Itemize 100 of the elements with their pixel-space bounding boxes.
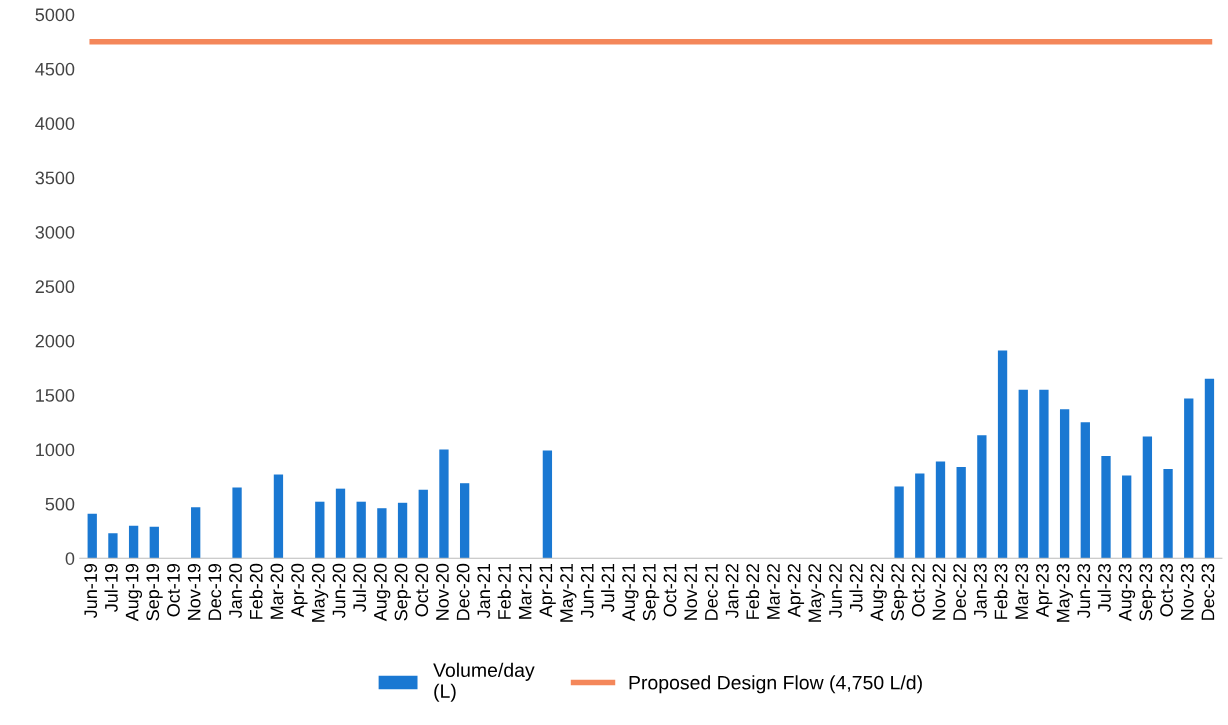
x-tick-label: Jul-22	[849, 564, 863, 612]
bar	[915, 473, 925, 559]
x-tick-label: Aug-19	[125, 563, 143, 622]
x-tick-label: Feb-21	[497, 563, 511, 619]
x-tick-label: Nov-21	[684, 563, 698, 620]
bar	[542, 450, 553, 559]
bar	[1163, 469, 1173, 559]
y-tick-label: 500	[45, 497, 75, 511]
y-tick-label: 4000	[35, 117, 75, 130]
bar	[377, 508, 387, 559]
bar	[1018, 389, 1028, 559]
x-tick-label: Feb-23	[994, 563, 1008, 619]
x-tick-label: Oct-22	[911, 564, 925, 617]
x-tick-label: Nov-20	[436, 563, 449, 620]
bar	[128, 525, 139, 559]
x-tick-label: Mar-22	[767, 564, 780, 619]
x-tick-label: Feb-20	[249, 563, 263, 619]
y-tick-label: 1000	[36, 443, 75, 457]
bar	[1059, 409, 1070, 559]
bar	[108, 533, 118, 559]
x-tick-label: Oct-21	[663, 563, 677, 617]
x-tick-label: May-23	[1056, 563, 1074, 622]
legend-label: Proposed Design Flow (4,750 L/d)	[629, 675, 922, 694]
x-tick-label: May-22	[808, 564, 825, 622]
x-tick-label: Aug-23	[1118, 563, 1136, 622]
bar	[977, 435, 987, 559]
x-tick-label: Jan-23	[973, 563, 987, 619]
bar	[87, 513, 97, 559]
bar	[1204, 378, 1215, 559]
x-tick-label: Nov-22	[932, 564, 946, 620]
x-tick-label: Oct-19	[167, 563, 180, 617]
bar	[356, 501, 366, 559]
x-tick-label: Sep-22	[891, 564, 908, 621]
bar	[1080, 422, 1090, 559]
x-tick-label: Jun-21	[580, 563, 594, 619]
y-tick-label: 3500	[35, 171, 75, 185]
x-tick-label: Feb-22	[745, 564, 760, 619]
x-tick-label: Mar-20	[270, 563, 284, 619]
x-tick-label: Jan-22	[725, 564, 739, 619]
bar	[459, 483, 470, 559]
bar	[1122, 475, 1132, 559]
x-tick-label: Apr-22	[787, 564, 805, 618]
x-tick-label: Oct-23	[1160, 563, 1173, 617]
x-tick-label: Jan-20	[229, 563, 242, 619]
x-tick-label: Jun-23	[1077, 563, 1091, 619]
x-tick-label: Nov-23	[1180, 563, 1194, 620]
bar	[315, 501, 325, 559]
bar	[397, 502, 408, 559]
bar	[273, 474, 284, 559]
legend-label: Volume/day (L)	[433, 662, 535, 702]
bar	[935, 461, 946, 559]
bar	[439, 449, 449, 559]
bar	[956, 466, 966, 559]
x-tick-label: May-20	[311, 563, 329, 622]
x-tick-label: Jun-19	[84, 563, 98, 619]
x-tick-label: Dec-19	[208, 563, 222, 620]
x-tick-label: Sep-23	[1139, 563, 1156, 621]
bar	[1184, 398, 1194, 559]
x-tick-label: Jun-22	[829, 564, 842, 619]
x-tick-label: Jul-21	[601, 563, 615, 612]
x-tick-label: Mar-21	[518, 563, 532, 619]
bar	[418, 489, 428, 559]
x-tick-label: Jun-20	[332, 563, 346, 619]
bar	[1039, 389, 1049, 559]
x-tick-label: Apr-23	[1035, 563, 1053, 618]
x-tick-label: Aug-20	[373, 563, 391, 622]
bar	[1101, 456, 1111, 559]
x-tick-label: Sep-19	[146, 563, 163, 621]
bar	[894, 486, 904, 559]
x-tick-label: Jul-23	[1097, 563, 1111, 612]
x-tick-label: Mar-23	[1015, 563, 1029, 619]
x-tick-label: Nov-19	[187, 563, 201, 620]
bar	[232, 487, 242, 559]
y-tick-label: 3000	[35, 225, 75, 239]
x-tick-label: Jul-19	[104, 563, 118, 612]
y-tick-label: 2000	[35, 334, 75, 348]
x-tick-label: Jul-20	[352, 563, 367, 612]
bar	[335, 488, 346, 559]
y-tick-label: 4500	[35, 62, 75, 76]
x-tick-label: Aug-22	[870, 564, 887, 622]
bar	[191, 507, 201, 559]
x-tick-label: Dec-22	[953, 564, 967, 620]
bar	[997, 350, 1008, 559]
x-tick-label: Sep-21	[642, 563, 660, 621]
bar	[149, 526, 159, 559]
x-tick-label: May-21	[560, 563, 577, 622]
y-tick-label: 2500	[35, 280, 75, 294]
bar	[1142, 436, 1153, 559]
x-tick-label: Dec-23	[1201, 563, 1215, 620]
y-tick-label: 0	[65, 552, 75, 565]
x-tick-label: Oct-20	[415, 563, 429, 617]
x-tick-label: Dec-21	[704, 563, 718, 620]
x-tick-label: Jan-21	[477, 563, 491, 619]
y-tick-label: 1500	[36, 389, 75, 402]
x-tick-label: Dec-20	[456, 563, 470, 620]
x-tick-label: Apr-20	[291, 563, 308, 618]
x-tick-label: Aug-21	[622, 563, 639, 622]
y-tick-label: 5000	[35, 8, 75, 22]
x-tick-label: Apr-21	[539, 563, 556, 618]
x-tick-label: Sep-20	[394, 563, 411, 621]
